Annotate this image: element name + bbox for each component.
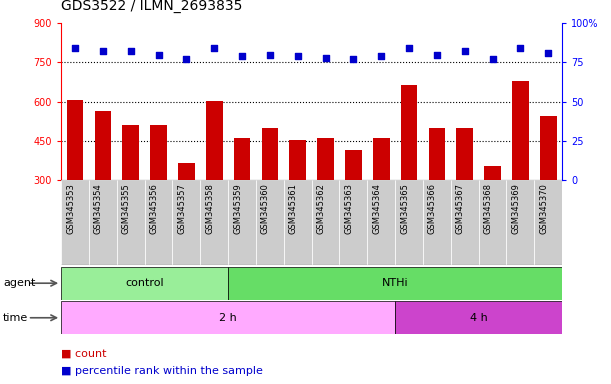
Point xyxy=(404,45,414,51)
Point xyxy=(293,53,302,59)
Text: GSM345358: GSM345358 xyxy=(205,183,214,234)
Text: GSM345367: GSM345367 xyxy=(456,183,465,234)
Point xyxy=(265,51,275,58)
Bar xyxy=(373,139,390,259)
Point xyxy=(321,55,331,61)
Text: GDS3522 / ILMN_2693835: GDS3522 / ILMN_2693835 xyxy=(61,0,243,13)
Text: GSM345363: GSM345363 xyxy=(345,183,353,234)
Point xyxy=(516,45,525,51)
Bar xyxy=(61,267,228,300)
Text: 2 h: 2 h xyxy=(219,313,237,323)
Bar xyxy=(395,301,562,334)
Bar xyxy=(117,180,145,265)
Text: GSM345364: GSM345364 xyxy=(372,183,381,234)
Text: time: time xyxy=(3,313,28,323)
Bar xyxy=(61,301,395,334)
Bar xyxy=(423,180,451,265)
Text: GSM345370: GSM345370 xyxy=(539,183,548,234)
Bar xyxy=(290,140,306,259)
Text: ■ percentile rank within the sample: ■ percentile rank within the sample xyxy=(61,366,263,376)
Bar xyxy=(534,180,562,265)
Text: GSM345357: GSM345357 xyxy=(177,183,186,234)
Text: NTHi: NTHi xyxy=(382,278,408,288)
Text: GSM345355: GSM345355 xyxy=(122,183,131,234)
Bar xyxy=(401,85,417,259)
Point xyxy=(126,48,136,55)
Bar xyxy=(345,150,362,259)
Text: GSM345353: GSM345353 xyxy=(66,183,75,234)
Bar xyxy=(150,125,167,259)
Bar xyxy=(451,180,478,265)
Text: GSM345360: GSM345360 xyxy=(261,183,270,234)
Text: GSM345362: GSM345362 xyxy=(316,183,326,234)
Text: GSM345356: GSM345356 xyxy=(150,183,158,234)
Bar xyxy=(61,180,89,265)
Bar xyxy=(367,180,395,265)
Text: GSM345354: GSM345354 xyxy=(94,183,103,234)
Point xyxy=(237,53,247,59)
Text: 4 h: 4 h xyxy=(470,313,488,323)
Point xyxy=(98,48,108,55)
Bar xyxy=(256,180,284,265)
Point xyxy=(153,51,163,58)
Bar xyxy=(317,139,334,259)
Bar xyxy=(145,180,172,265)
Bar xyxy=(122,125,139,259)
Bar xyxy=(262,128,278,259)
Bar xyxy=(67,101,83,259)
Point xyxy=(348,56,358,62)
Bar xyxy=(228,267,562,300)
Text: GSM345369: GSM345369 xyxy=(511,183,521,234)
Point xyxy=(210,45,219,51)
Text: GSM345365: GSM345365 xyxy=(400,183,409,234)
Point xyxy=(543,50,553,56)
Bar xyxy=(228,180,256,265)
Bar xyxy=(484,166,501,259)
Bar xyxy=(340,180,367,265)
Point xyxy=(488,56,497,62)
Bar xyxy=(512,81,529,259)
Text: GSM345366: GSM345366 xyxy=(428,183,437,234)
Text: control: control xyxy=(125,278,164,288)
Point xyxy=(376,53,386,59)
Text: GSM345359: GSM345359 xyxy=(233,183,242,234)
Text: GSM345361: GSM345361 xyxy=(288,183,298,234)
Bar xyxy=(456,128,473,259)
Bar xyxy=(233,139,251,259)
Bar xyxy=(284,180,312,265)
Point xyxy=(70,45,80,51)
Point xyxy=(460,48,470,55)
Point xyxy=(181,56,191,62)
Bar xyxy=(172,180,200,265)
Bar xyxy=(206,101,222,259)
Bar xyxy=(89,180,117,265)
Bar xyxy=(478,180,507,265)
Bar xyxy=(395,180,423,265)
Point xyxy=(432,51,442,58)
Bar xyxy=(507,180,534,265)
Bar xyxy=(428,128,445,259)
Bar xyxy=(540,116,557,259)
Bar xyxy=(312,180,340,265)
Bar xyxy=(178,164,195,259)
Text: GSM345368: GSM345368 xyxy=(483,183,492,234)
Text: agent: agent xyxy=(3,278,35,288)
Bar xyxy=(95,111,111,259)
Bar xyxy=(200,180,228,265)
Text: ■ count: ■ count xyxy=(61,349,106,359)
